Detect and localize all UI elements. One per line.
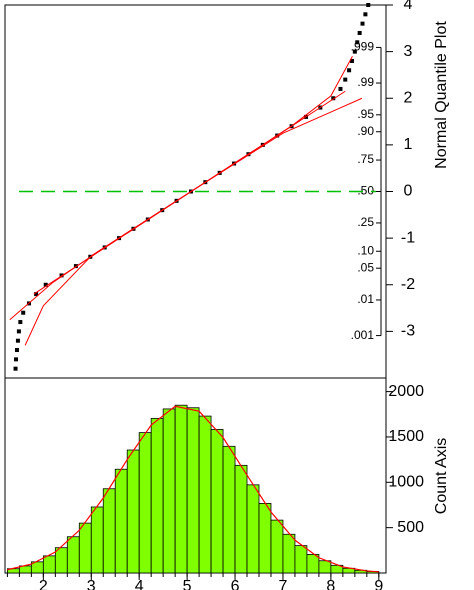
y-tick-label: 3: [404, 43, 413, 60]
x-tick-label: 3: [87, 578, 96, 590]
bar: [234, 464, 248, 574]
prob-tick-label: .001: [351, 328, 375, 342]
x-tick-label: 8: [326, 578, 335, 590]
bar: [162, 408, 176, 574]
y-tick-label: 1: [404, 136, 413, 153]
y-tick-label: 0: [404, 183, 413, 200]
prob-tick-label: .25: [357, 215, 374, 229]
point: [15, 338, 20, 343]
bar: [282, 533, 296, 574]
point: [366, 3, 371, 7]
point: [16, 329, 21, 334]
prob-tick-label: .01: [357, 292, 374, 306]
y-tick-label: -3: [401, 323, 415, 340]
prob-tick-label: .99: [357, 75, 374, 89]
point: [34, 292, 39, 297]
point: [343, 77, 348, 82]
prob-tick-label: .95: [357, 107, 374, 121]
y-axis-title: Count Axis: [433, 438, 450, 514]
point: [21, 310, 26, 315]
bar: [222, 445, 236, 574]
point: [352, 49, 357, 54]
point: [347, 68, 352, 73]
point: [14, 348, 19, 353]
y-tick-label: -1: [401, 229, 415, 246]
bar: [78, 522, 92, 574]
bar: [246, 484, 260, 574]
y-tick-label: 4: [404, 0, 413, 13]
bar: [270, 519, 284, 574]
point: [14, 357, 19, 362]
point: [363, 12, 368, 17]
point: [357, 30, 362, 35]
point: [338, 86, 343, 91]
x-tick-label: 6: [231, 578, 240, 590]
bar: [42, 555, 56, 574]
bar: [210, 429, 224, 574]
prob-tick-label: .75: [357, 152, 374, 166]
x-tick-label: 2: [39, 578, 48, 590]
bar: [306, 554, 320, 574]
y-tick-label: 500: [397, 519, 424, 536]
y-tick-label: 1500: [388, 428, 424, 445]
bar: [126, 449, 140, 574]
bar: [138, 432, 152, 574]
y-tick-label: -2: [401, 276, 415, 293]
prob-tick-label: .90: [357, 124, 374, 138]
x-tick-label: 5: [183, 578, 192, 590]
bar: [186, 407, 200, 574]
y-tick-label: 1000: [388, 474, 424, 491]
bar: [174, 404, 188, 574]
point: [355, 40, 360, 45]
bar: [102, 488, 116, 574]
bar: [54, 547, 68, 574]
y-tick-label: 2000: [388, 383, 424, 400]
point: [331, 96, 336, 101]
point: [13, 366, 18, 371]
y-tick-label: 2: [404, 89, 413, 106]
bar: [198, 415, 212, 574]
point: [360, 21, 365, 26]
bar: [294, 545, 308, 574]
bar: [66, 536, 80, 574]
prob-tick-label: .05: [357, 260, 374, 274]
bar: [258, 503, 272, 574]
y-axis-title: Normal Quantile Plot: [433, 21, 450, 169]
x-tick-label: 4: [135, 578, 144, 590]
point: [349, 58, 354, 63]
point: [18, 320, 23, 325]
point: [43, 282, 48, 287]
bar: [114, 468, 128, 574]
x-tick-label: 7: [279, 578, 288, 590]
prob-tick-label: .50: [357, 184, 374, 198]
prob-tick-label: .10: [357, 243, 374, 257]
x-tick-label: 9: [374, 578, 383, 590]
bar: [318, 560, 332, 574]
fit-line: [9, 97, 363, 321]
bar: [90, 506, 104, 574]
bar: [150, 417, 164, 574]
fit-curve: [7, 405, 379, 573]
